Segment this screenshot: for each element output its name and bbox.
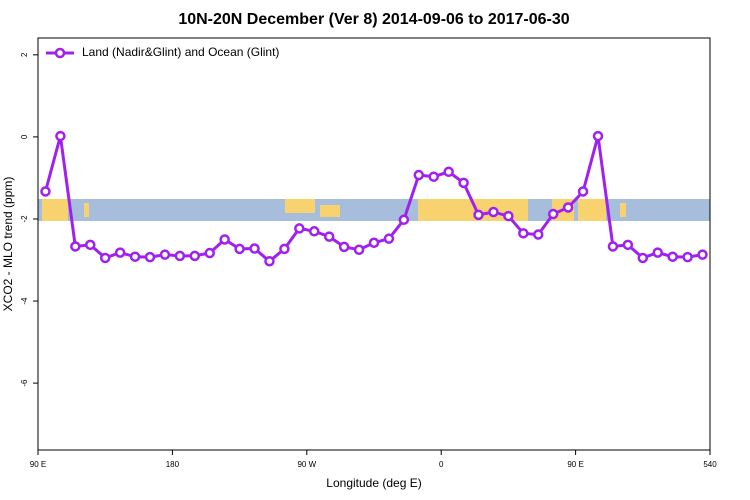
legend-label: Land (Nadir&Glint) and Ocean (Glint)	[82, 45, 279, 59]
x-tick-label: 90 E	[567, 460, 583, 469]
data-point	[398, 214, 410, 226]
data-point	[219, 234, 230, 245]
data-point	[518, 228, 529, 239]
data-point	[383, 233, 395, 244]
data-point	[637, 252, 649, 264]
y-tick-label: 2	[20, 52, 29, 57]
legend-marker	[54, 47, 66, 59]
chart-title: 10N-20N December (Ver 8) 2014-09-06 to 2…	[178, 11, 569, 28]
data-point	[368, 237, 380, 249]
y-tick-label: -4	[20, 297, 29, 305]
data-point	[443, 166, 454, 178]
data-point	[129, 251, 141, 262]
data-point	[159, 249, 171, 260]
data-point	[622, 239, 634, 251]
data-point	[189, 250, 201, 262]
y-tick-label: -6	[20, 379, 29, 387]
plot-frame	[37, 37, 711, 451]
data-point	[174, 250, 186, 262]
x-tick-label: 0	[439, 460, 444, 469]
data-point	[547, 208, 559, 220]
data-point	[413, 169, 425, 181]
data-point	[40, 186, 51, 197]
x-tick-label: 540	[703, 460, 717, 469]
y-axis-label: XCO2 - MLO trend (ppm)	[1, 177, 15, 312]
data-point	[667, 251, 678, 262]
x-tick-label: 180	[166, 460, 180, 469]
data-point	[488, 206, 499, 218]
data-point	[428, 171, 439, 182]
data-point	[114, 247, 126, 258]
data-point	[85, 239, 96, 251]
data-point	[458, 177, 469, 189]
data-point	[607, 241, 619, 252]
data-point	[652, 247, 663, 258]
data-point	[338, 241, 350, 253]
y-tick-label: -2	[20, 215, 29, 223]
data-point	[697, 249, 708, 260]
data-point	[249, 243, 260, 254]
data-point	[353, 244, 365, 255]
data-point	[55, 130, 66, 142]
data-point	[562, 202, 574, 213]
data-point	[309, 226, 320, 237]
y-tick-label: 0	[20, 134, 29, 139]
data-point	[682, 251, 693, 263]
data-point	[279, 243, 290, 255]
x-tick-label: 90 E	[30, 460, 46, 469]
x-axis-label: Longitude (deg E)	[326, 476, 421, 490]
map-strip	[38, 199, 710, 221]
data-point	[144, 251, 156, 263]
data-point	[70, 241, 81, 252]
data-point	[592, 130, 604, 142]
data-point	[264, 255, 275, 267]
data-point	[473, 209, 484, 221]
data-point	[503, 210, 514, 222]
data-point	[323, 231, 335, 242]
data-point	[234, 243, 245, 255]
data-point	[204, 247, 215, 259]
data-point	[577, 186, 589, 197]
data-point	[533, 229, 544, 240]
data-point	[99, 252, 111, 264]
x-tick-label: 90 W	[297, 460, 316, 469]
data-point	[294, 223, 305, 234]
